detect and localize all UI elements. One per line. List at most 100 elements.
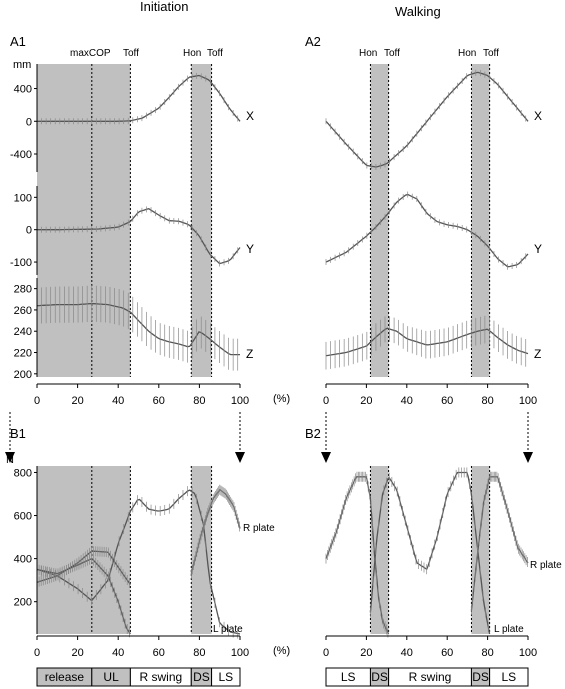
y-tick-label: 400 xyxy=(14,84,32,96)
b2-shaded-phase-0 xyxy=(370,466,389,634)
initiation-phase-label-4: LS xyxy=(218,670,233,684)
event-label-hon-a2-2: Hon xyxy=(458,48,476,59)
y-tick-label: 0 xyxy=(26,225,32,237)
event-label-maxcop: maxCOP xyxy=(70,48,111,59)
series-label-z-a1: Z xyxy=(246,347,253,361)
walking-phase-label-4: LS xyxy=(501,670,516,684)
x-tick-label: 0 xyxy=(323,395,329,407)
a2-shaded-phase-1 xyxy=(471,64,490,377)
b1-shaded-phase-1 xyxy=(191,466,212,634)
x-tick-label: 20 xyxy=(360,647,372,659)
x-tick-label: 100 xyxy=(231,647,249,659)
x-tick-label: 20 xyxy=(71,647,83,659)
panel-label-b2: B2 xyxy=(305,426,321,441)
initiation-phase-label-1: UL xyxy=(103,670,119,684)
x-tick-label: 60 xyxy=(441,395,453,407)
x-tick-label: 0 xyxy=(323,647,329,659)
initiation-phase-cell-4 xyxy=(211,667,241,687)
y-tick-label: 240 xyxy=(14,326,32,338)
title-walking: Walking xyxy=(395,4,441,19)
x-tick-label: 80 xyxy=(481,647,493,659)
a2-series-x xyxy=(325,71,529,168)
curve-layer xyxy=(36,69,529,639)
panel-label-a1: A1 xyxy=(10,34,26,49)
series-label-r-plate-b1: R plate xyxy=(243,523,275,534)
event-line-layer xyxy=(91,64,491,634)
x-tick-label: 0 xyxy=(34,647,40,659)
axis-layer: -4000400-1000100200220240260280200400600… xyxy=(5,64,537,659)
x-tick-label: 60 xyxy=(153,395,165,407)
y-tick-label: 0 xyxy=(26,116,32,128)
y-tick-label: 400 xyxy=(14,554,32,566)
event-label-toff-a1-1: Toff xyxy=(123,48,139,59)
x-tick-label: 80 xyxy=(481,395,493,407)
a2-shaded-phase-0 xyxy=(370,64,389,377)
title-initiation: Initiation xyxy=(140,0,188,14)
shaded-phase-layer xyxy=(37,64,490,634)
unit-percent-a: (%) xyxy=(273,393,290,405)
unit-newton: N xyxy=(6,454,14,466)
x-tick-label: 0 xyxy=(34,395,40,407)
a1-shaded-phase-1 xyxy=(191,64,212,377)
series-label-z-a2: Z xyxy=(534,347,541,361)
x-tick-label: 20 xyxy=(360,395,372,407)
event-label-toff-a1-2: Toff xyxy=(207,48,223,59)
y-tick-label: -400 xyxy=(10,149,32,161)
x-tick-label: 40 xyxy=(401,647,413,659)
x-tick-label: 40 xyxy=(112,395,124,407)
y-tick-label: 220 xyxy=(14,348,32,360)
a2-series-y xyxy=(325,193,529,268)
b1-right-arrowhead xyxy=(235,452,245,463)
x-tick-label: 80 xyxy=(193,647,205,659)
a1-series-x xyxy=(37,74,241,122)
a1-series-z xyxy=(36,302,240,356)
event-label-toff-a2-1: Toff xyxy=(384,48,400,59)
x-tick-label: 100 xyxy=(519,647,537,659)
y-tick-label: 100 xyxy=(14,192,32,204)
series-label-y-a1: Y xyxy=(246,242,254,256)
b1-left-arrowhead xyxy=(5,452,15,463)
series-label-x-a1: X xyxy=(246,109,254,123)
unit-mm: mm xyxy=(13,59,31,71)
initiation-phase-label-0: release xyxy=(45,670,85,684)
a1-series-y xyxy=(37,207,241,265)
a2-series-z xyxy=(325,327,529,357)
unit-percent-b: (%) xyxy=(273,645,290,657)
walking-phase-label-1: DS xyxy=(371,670,388,684)
initiation-phase-label-3: DS xyxy=(193,670,210,684)
series-label-l-plate-b2: L plate xyxy=(494,624,524,635)
series-label-l-plate-b1: L plate xyxy=(213,624,243,635)
y-tick-label: 280 xyxy=(14,284,32,296)
walking-phase-label-0: LS xyxy=(341,670,356,684)
panel-label-b1: B1 xyxy=(10,426,26,441)
event-label-hon-a2-1: Hon xyxy=(359,48,377,59)
event-label-toff-a2-2: Toff xyxy=(483,48,499,59)
walking-phase-label-3: DS xyxy=(472,670,489,684)
x-tick-label: 80 xyxy=(193,395,205,407)
x-tick-label: 40 xyxy=(401,395,413,407)
b1-shaded-phase-0 xyxy=(37,466,131,634)
y-tick-label: 200 xyxy=(14,369,32,381)
x-tick-label: 60 xyxy=(441,647,453,659)
series-label-y-a2: Y xyxy=(534,242,542,256)
b1-series-r-plate-0 xyxy=(36,489,241,635)
series-label-x-a2: X xyxy=(534,109,542,123)
y-tick-label: 260 xyxy=(14,305,32,317)
phase-bar-walking: LS DS R swing DS LS xyxy=(325,667,529,687)
x-tick-label: 100 xyxy=(519,395,537,407)
initiation-phase-label-2: R swing xyxy=(139,670,182,684)
y-tick-label: 200 xyxy=(14,597,32,609)
y-tick-label: 800 xyxy=(14,467,32,479)
phase-bar-initiation: release UL R swing DS LS xyxy=(36,667,241,687)
panel-label-a2: A2 xyxy=(305,34,321,49)
b2-left-arrowhead xyxy=(321,452,331,463)
b2-shaded-phase-1 xyxy=(471,466,490,634)
b2-right-arrowhead xyxy=(523,452,533,463)
x-tick-label: 20 xyxy=(71,395,83,407)
x-tick-label: 40 xyxy=(112,647,124,659)
series-label-r-plate-b2: R plate xyxy=(530,560,562,571)
y-tick-label: -100 xyxy=(10,257,32,269)
a1-shaded-phase-0 xyxy=(37,64,131,377)
walking-phase-label-2: R swing xyxy=(409,670,452,684)
